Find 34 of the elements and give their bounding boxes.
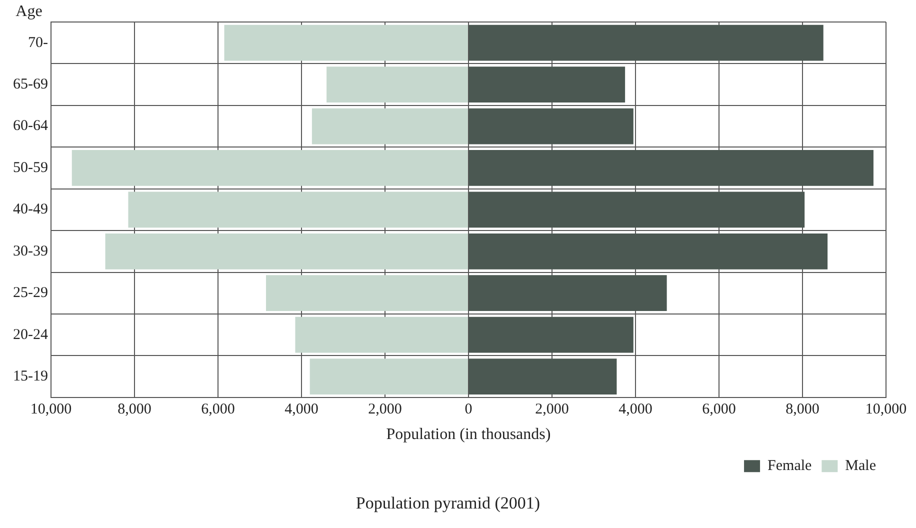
x-tick-label: 10,000 — [865, 401, 907, 418]
bar — [72, 150, 468, 186]
bar — [312, 108, 468, 144]
y-axis-title: Age — [16, 3, 42, 20]
x-axis-title: Population (in thousands) — [386, 426, 551, 444]
bar — [224, 24, 468, 61]
y-tick-label: 65-69 — [12, 76, 48, 93]
bar — [295, 316, 468, 353]
legend-label: Male — [845, 458, 876, 474]
bar — [326, 66, 468, 103]
x-tick-label: 4,000 — [618, 401, 652, 418]
y-tick-label: 20-24 — [12, 326, 48, 343]
x-tick-label: 8,000 — [118, 401, 152, 418]
x-tick-label: 4,000 — [284, 401, 318, 418]
y-tick-label: 50-59 — [12, 160, 48, 176]
bar — [310, 358, 468, 394]
x-tick-label: 10,000 — [30, 401, 72, 418]
bar — [266, 275, 468, 312]
text: Population pyramid (2001) — [356, 493, 540, 512]
y-tick-label: 30-39 — [12, 243, 48, 260]
y-tick-label: 40-49 — [12, 202, 48, 218]
x-tick-label: 2,000 — [368, 401, 402, 418]
x-tick-label: 6,000 — [702, 401, 736, 418]
x-tick-label: 0 — [464, 401, 472, 418]
y-tick-label: 25-29 — [12, 285, 48, 302]
legend-label: Female — [768, 458, 812, 474]
bar — [105, 233, 468, 270]
y-tick-label: 70- — [28, 34, 48, 51]
x-tick-label: 2,000 — [535, 401, 569, 418]
y-tick-label: 60-64 — [12, 118, 48, 134]
x-tick-label: 6,000 — [201, 401, 235, 418]
bar — [128, 192, 468, 228]
y-tick-label: 15-19 — [12, 368, 48, 384]
x-tick-label: 8,000 — [786, 401, 820, 418]
